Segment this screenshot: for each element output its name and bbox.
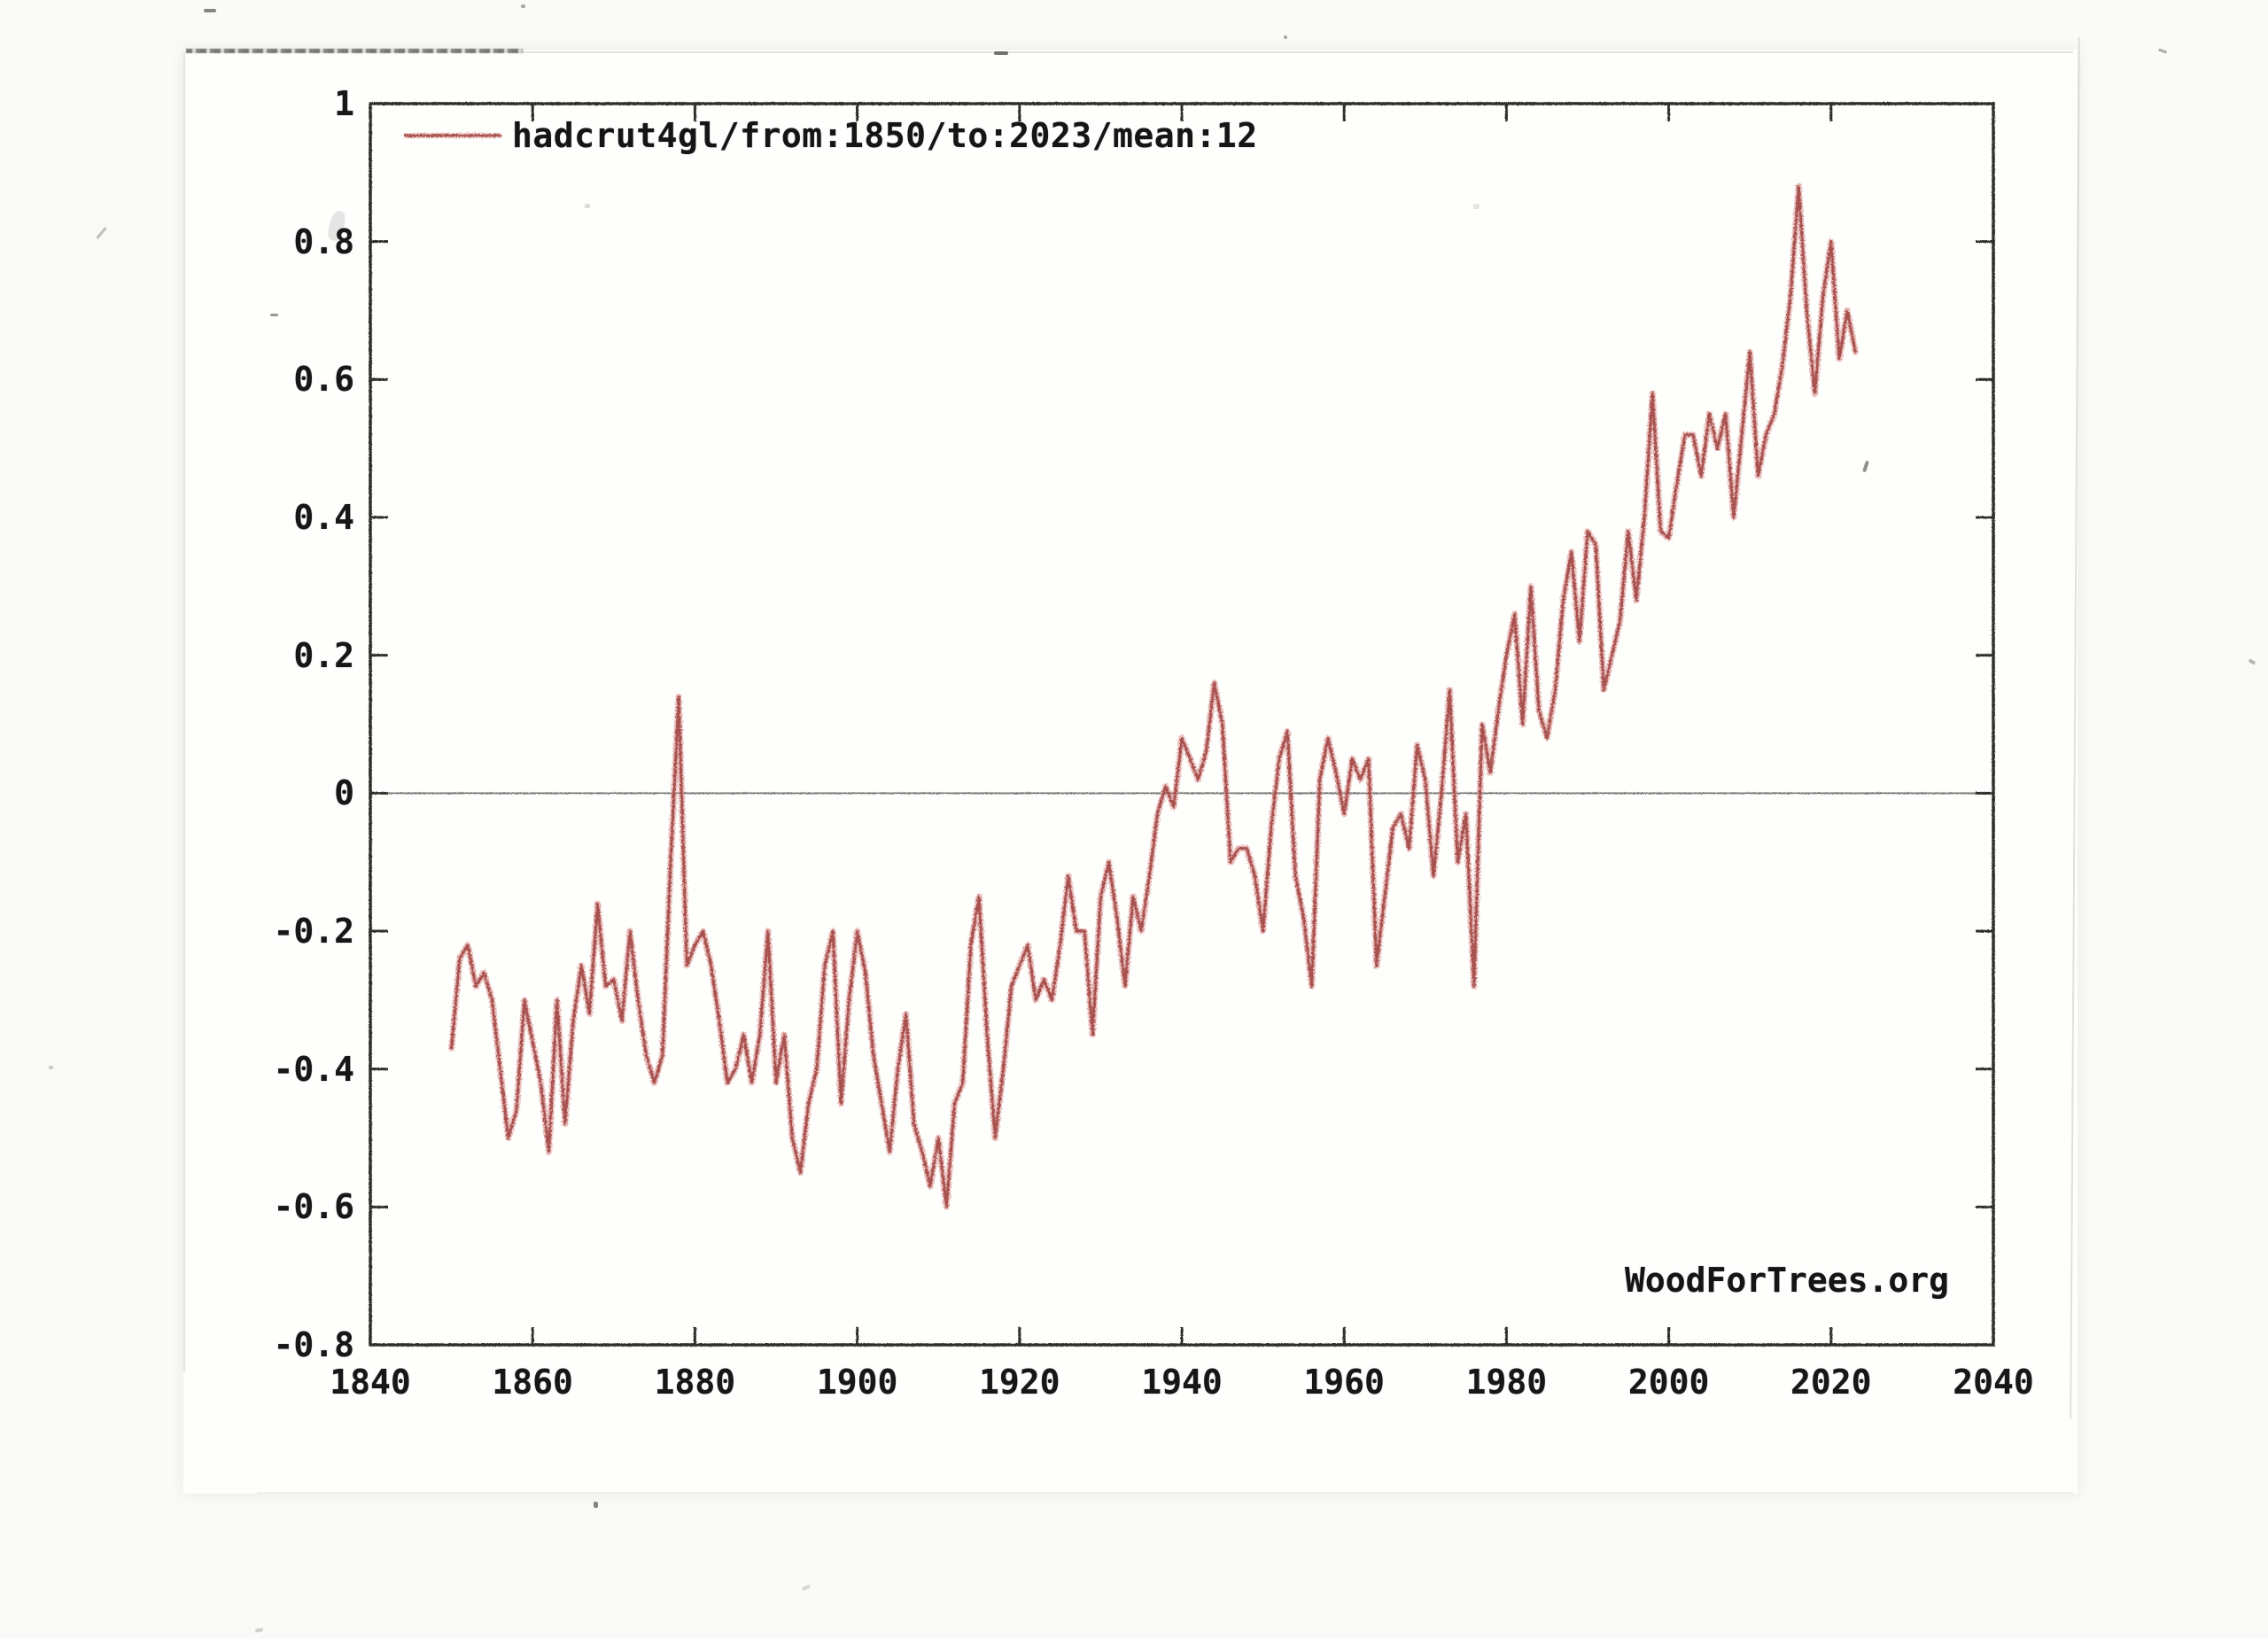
y-tick-label: 0.8 [293,221,354,261]
x-tick-label: 1880 [654,1363,736,1402]
y-tick-label: -0.6 [273,1187,354,1227]
y-tick-label: 0.4 [293,498,354,537]
watermark: WoodForTrees.org [1624,1261,1949,1300]
y-tick-label: -0.4 [273,1049,354,1089]
y-tick-label: -0.8 [273,1325,354,1364]
y-tick-label: 0 [334,773,354,813]
x-tick-label: 1860 [492,1363,573,1402]
scan-paper [183,50,2078,1494]
x-tick-label: 1840 [330,1363,411,1402]
x-tick-label: 2040 [1953,1363,2034,1402]
y-tick-label: -0.2 [273,912,354,951]
x-tick-label: 1900 [816,1363,898,1402]
axis-tick-marks [369,102,1995,1347]
y-tick-label: 0.6 [293,360,354,400]
y-tick-label: 1 [334,84,354,123]
x-tick-label: 2020 [1790,1363,1872,1402]
plot-border [369,102,1995,1347]
temperature-series [404,133,1859,1210]
x-tick-label: 1940 [1141,1363,1223,1402]
x-tick-label: 1920 [979,1363,1060,1402]
x-tick-label: 1960 [1303,1363,1385,1402]
x-tick-label: 2000 [1627,1363,1710,1402]
temperature-series-line [450,184,1857,1208]
legend-label: hadcrut4gl/from:1850/to:2023/mean:12 [512,116,1258,155]
x-tick-label: 1980 [1465,1363,1548,1402]
y-tick-label: 0.2 [293,635,354,675]
